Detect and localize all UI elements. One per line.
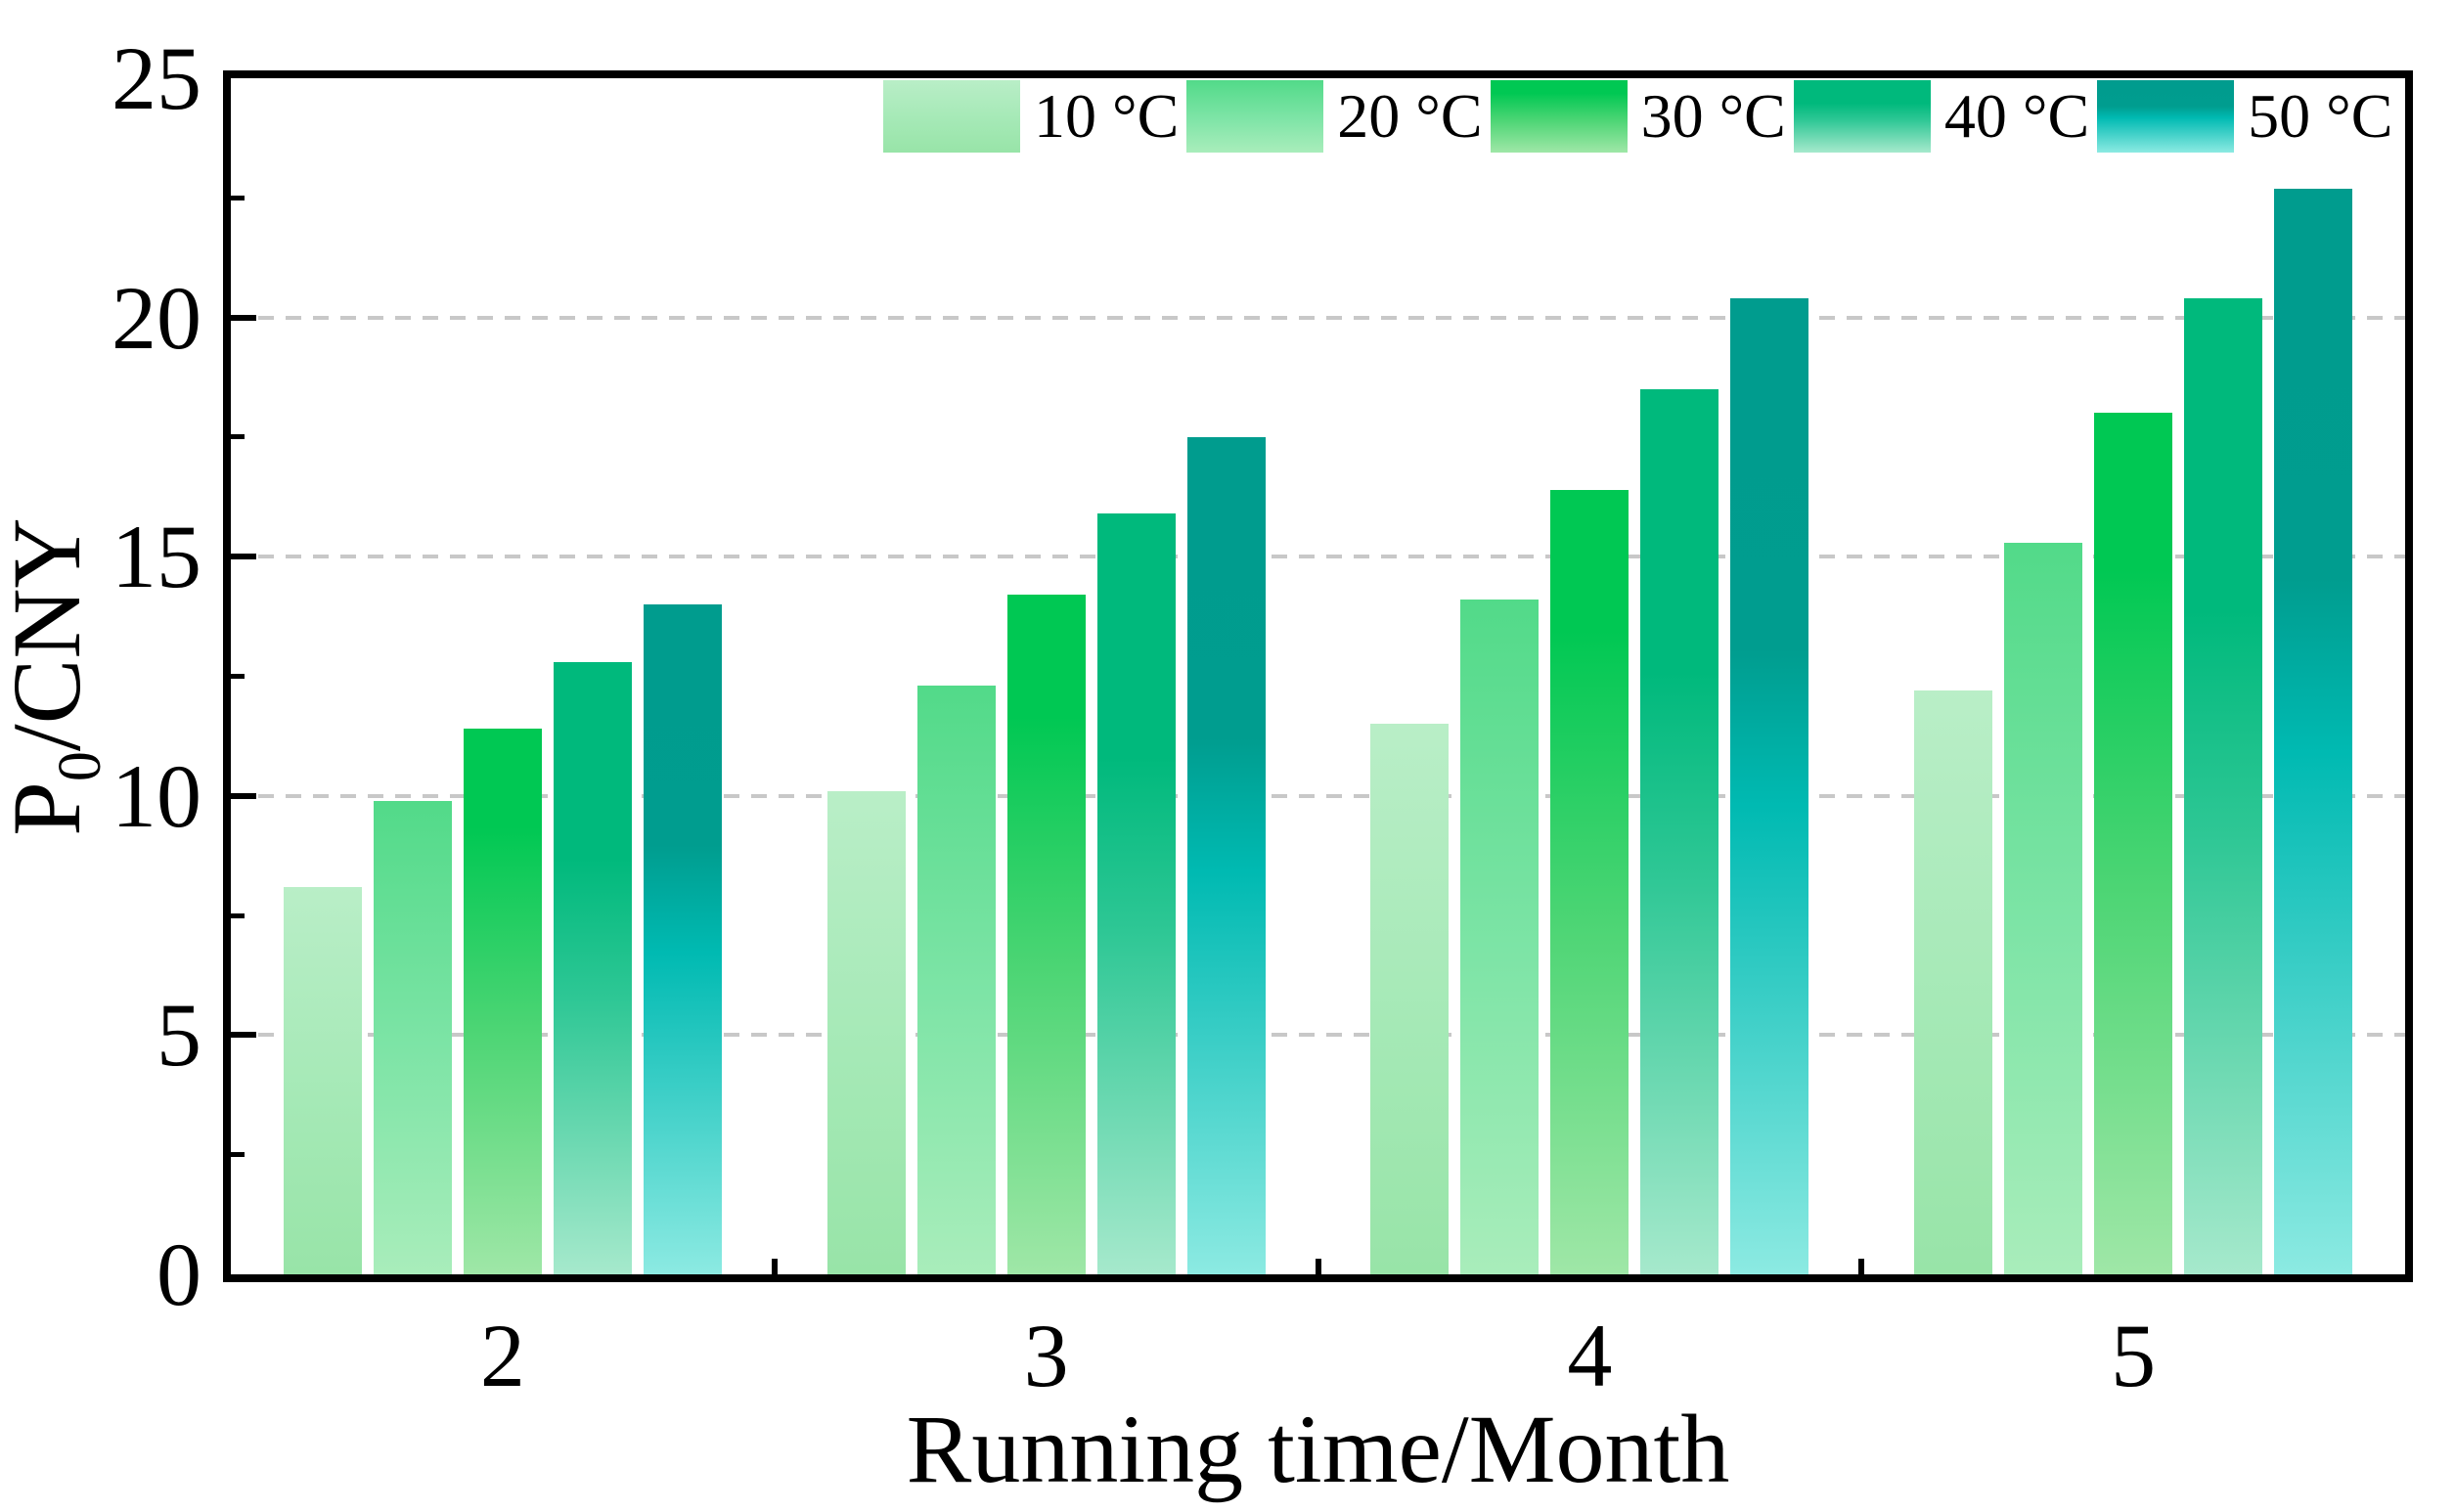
x-axis-title: Running time/Month: [906, 1395, 1730, 1503]
y-minor-tick-2.5: [231, 1152, 245, 1158]
bar-5month-30°C: [2094, 413, 2173, 1274]
legend-swatch-40°C: [1793, 80, 1931, 153]
legend-label-20°C: 20 °C: [1337, 81, 1483, 151]
bar-3month-50°C: [1186, 436, 1266, 1274]
bar-5month-20°C: [2004, 542, 2083, 1274]
bar-3month-20°C: [916, 686, 996, 1274]
y-axis-title: P0/CNY: [0, 383, 113, 970]
bar-3month-40°C: [1096, 513, 1176, 1274]
gridline-y-20: [231, 315, 2405, 320]
bar-4month-30°C: [1550, 489, 1629, 1274]
legend-label-50°C: 50 °C: [2248, 81, 2393, 151]
plot-frame: [223, 70, 2413, 1282]
y-tick-label-0: 0: [156, 1224, 201, 1324]
plot-area: [231, 78, 2405, 1274]
y-minor-tick-12.5: [231, 674, 245, 679]
bar-2month-20°C: [373, 800, 452, 1274]
legend-label-40°C: 40 °C: [1943, 81, 2090, 151]
bar-4month-10°C: [1370, 724, 1450, 1274]
gridline-y-5: [231, 1033, 2405, 1038]
x-tick-boundary-1: [771, 1259, 778, 1274]
legend-item-30°C: 30 °C: [1490, 80, 1786, 153]
bar-4month-20°C: [1460, 600, 1540, 1274]
bar-5month-40°C: [2184, 298, 2263, 1274]
y-major-tick-5: [231, 1032, 256, 1039]
bar-4month-40°C: [1640, 388, 1719, 1274]
legend-swatch-30°C: [1490, 80, 1628, 153]
y-minor-tick-7.5: [231, 912, 245, 918]
x-tick-label-3: 3: [1023, 1306, 1069, 1405]
y-major-tick-10: [231, 792, 256, 799]
legend-item-10°C: 10 °C: [883, 80, 1179, 153]
legend: 10 °C 20 °C 30 °C 40 °C 50 °C: [883, 80, 2400, 153]
y-major-tick-20: [231, 314, 256, 321]
legend-label-30°C: 30 °C: [1640, 81, 1786, 151]
bar-3month-30°C: [1006, 595, 1086, 1274]
y-minor-tick-22.5: [231, 195, 245, 200]
legend-item-20°C: 20 °C: [1186, 80, 1483, 153]
x-tick-label-4: 4: [1567, 1306, 1613, 1405]
x-tick-boundary-2: [1315, 1259, 1321, 1274]
bar-5month-10°C: [1914, 690, 1993, 1274]
bar-2month-10°C: [283, 886, 362, 1274]
bar-3month-10°C: [826, 790, 906, 1274]
gridline-y-15: [231, 555, 2405, 559]
bar-2month-50°C: [643, 604, 722, 1274]
y-tick-label-5: 5: [156, 985, 201, 1086]
bar-2month-40°C: [553, 661, 632, 1274]
y-tick-label-20: 20: [112, 267, 201, 368]
y-tick-label-10: 10: [112, 745, 201, 846]
gridline-y-10: [231, 793, 2405, 798]
x-tick-boundary-3: [1858, 1259, 1865, 1274]
bar-4month-50°C: [1730, 298, 1809, 1274]
bar-5month-50°C: [2274, 188, 2353, 1274]
y-tick-label-25: 25: [112, 28, 201, 128]
legend-item-50°C: 50 °C: [2097, 80, 2392, 153]
bar-2month-30°C: [463, 729, 542, 1274]
x-tick-label-5: 5: [2111, 1306, 2157, 1405]
legend-swatch-10°C: [883, 80, 1020, 153]
y-tick-label-15: 15: [112, 507, 201, 607]
x-tick-label-2: 2: [479, 1306, 525, 1405]
legend-label-10°C: 10 °C: [1034, 81, 1180, 151]
legend-item-40°C: 40 °C: [1793, 80, 2090, 153]
legend-swatch-50°C: [2097, 80, 2235, 153]
y-minor-tick-17.5: [231, 434, 245, 440]
legend-swatch-20°C: [1186, 80, 1324, 153]
y-major-tick-15: [231, 554, 256, 560]
